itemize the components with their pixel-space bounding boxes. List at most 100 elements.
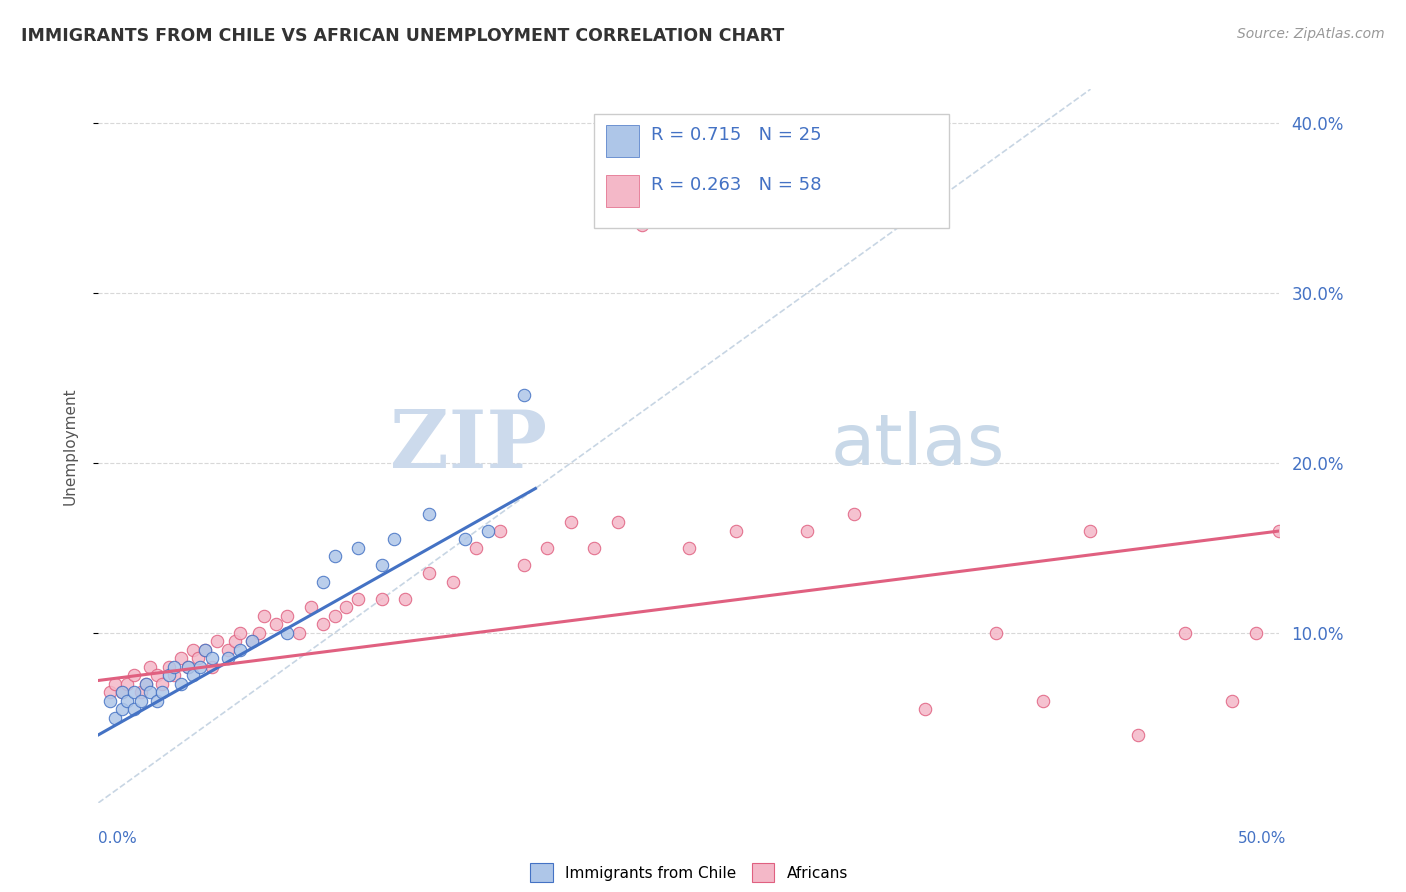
Point (796, 524, 818, 538)
Point (146, 668, 169, 682)
Point (1126, 728, 1149, 742)
Point (111, 702, 134, 716)
Point (122, 685, 145, 699)
Point (240, 634, 263, 648)
Point (630, 218, 652, 232)
Point (984, 626, 1007, 640)
Point (560, 516, 582, 530)
Point (678, 541, 700, 555)
Point (1080, 524, 1102, 538)
Point (347, 541, 370, 555)
Point (104, 677, 127, 691)
Point (163, 660, 186, 674)
Point (253, 608, 276, 623)
Point (371, 591, 394, 606)
Point (312, 574, 335, 589)
Point (418, 507, 440, 521)
Point (163, 668, 186, 682)
Text: 0.0%: 0.0% (98, 831, 138, 846)
Point (512, 388, 534, 402)
Bar (606, 175, 640, 207)
Point (157, 660, 180, 674)
Point (181, 643, 204, 657)
Y-axis label: Unemployment: Unemployment (63, 387, 77, 505)
Text: IMMIGRANTS FROM CHILE VS AFRICAN UNEMPLOYMENT CORRELATION CHART: IMMIGRANTS FROM CHILE VS AFRICAN UNEMPLO… (21, 27, 785, 45)
Point (312, 617, 335, 632)
Point (111, 685, 134, 699)
Legend: Immigrants from Chile, Africans: Immigrants from Chile, Africans (524, 857, 853, 888)
Point (536, 541, 558, 555)
Point (139, 660, 162, 674)
Point (299, 600, 322, 615)
Point (224, 634, 246, 648)
Point (1032, 694, 1054, 708)
Point (323, 549, 346, 564)
Text: ZIP: ZIP (391, 407, 547, 485)
Point (135, 677, 157, 691)
Bar (606, 125, 640, 157)
Point (201, 660, 224, 674)
Point (240, 634, 263, 648)
Text: R = 0.263   N = 58: R = 0.263 N = 58 (651, 177, 821, 194)
Point (229, 643, 252, 657)
Point (453, 533, 475, 547)
Point (122, 702, 145, 716)
Text: R = 0.715   N = 25: R = 0.715 N = 25 (651, 127, 821, 145)
Point (181, 668, 204, 682)
Point (111, 685, 134, 699)
Point (489, 524, 512, 538)
Text: atlas: atlas (831, 411, 1005, 481)
Point (177, 660, 200, 674)
Point (205, 634, 228, 648)
Point (382, 533, 405, 547)
Point (1244, 626, 1267, 640)
Point (98, 694, 121, 708)
Point (347, 591, 370, 606)
Point (170, 651, 193, 665)
Point (115, 677, 138, 691)
Point (607, 516, 630, 530)
Point (335, 600, 357, 615)
Point (583, 541, 606, 555)
Point (229, 626, 252, 640)
Point (194, 643, 217, 657)
Point (441, 574, 464, 589)
Point (98, 685, 121, 699)
Point (247, 626, 270, 640)
Point (394, 591, 416, 606)
Point (104, 711, 127, 725)
Text: Source: ZipAtlas.com: Source: ZipAtlas.com (1237, 27, 1385, 41)
Point (146, 694, 169, 708)
Point (115, 694, 138, 708)
Text: 50.0%: 50.0% (1239, 831, 1286, 846)
Point (122, 668, 145, 682)
Point (288, 626, 311, 640)
Point (150, 685, 173, 699)
Point (725, 524, 748, 538)
Point (276, 626, 298, 640)
Point (512, 558, 534, 572)
Point (201, 651, 224, 665)
Point (276, 608, 298, 623)
Point (1220, 694, 1243, 708)
Point (264, 617, 287, 632)
Point (135, 677, 157, 691)
FancyBboxPatch shape (595, 114, 949, 228)
Point (465, 541, 488, 555)
Point (177, 660, 200, 674)
Point (139, 685, 162, 699)
Point (194, 643, 217, 657)
Point (477, 524, 499, 538)
Point (129, 694, 152, 708)
Point (188, 660, 211, 674)
Point (157, 668, 180, 682)
Point (217, 651, 239, 665)
Point (217, 643, 239, 657)
Point (1174, 626, 1197, 640)
Point (187, 651, 209, 665)
Point (129, 685, 152, 699)
Point (914, 702, 936, 716)
Point (1268, 524, 1291, 538)
Point (371, 558, 394, 572)
Point (323, 608, 346, 623)
